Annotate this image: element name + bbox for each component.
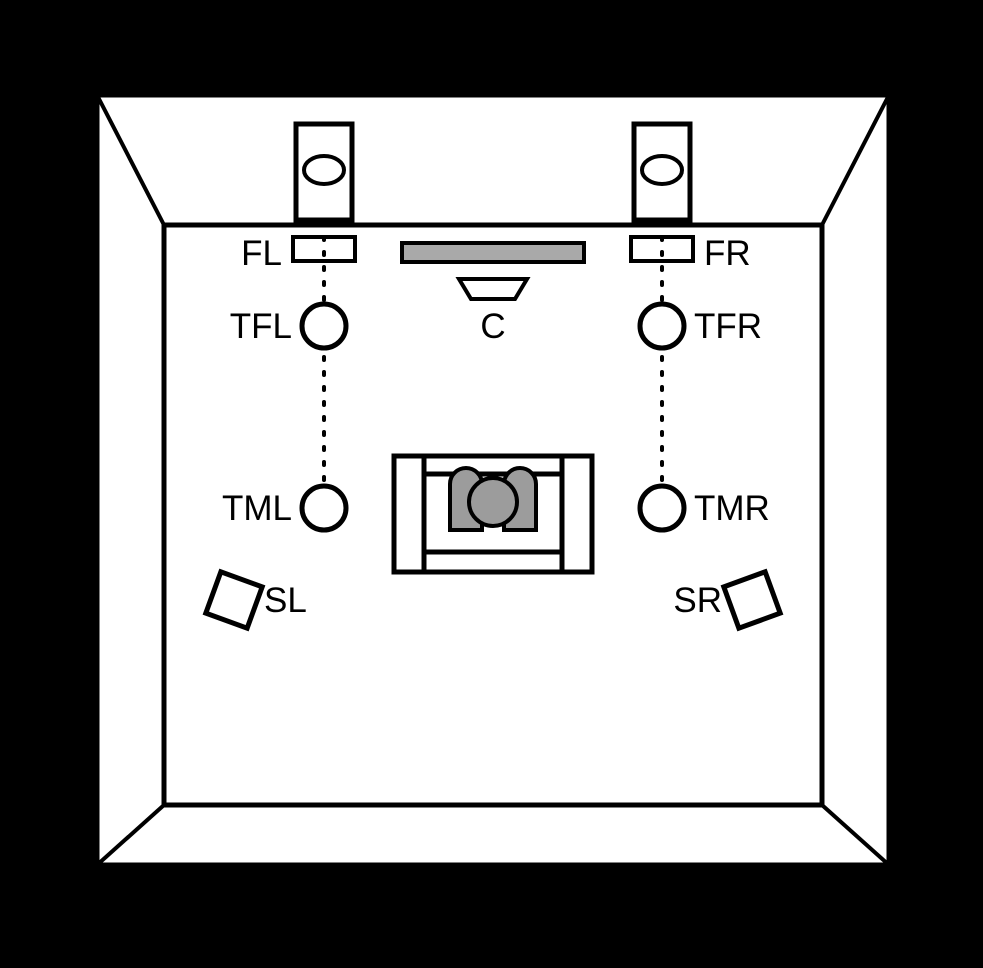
- front-right-speaker-driver: [642, 156, 682, 184]
- label-tml: TML: [222, 489, 292, 528]
- label-fl: FL: [241, 234, 282, 273]
- ceiling-speaker-tfr: [640, 304, 684, 348]
- label-sr: SR: [673, 581, 722, 620]
- label-tfl: TFL: [230, 307, 292, 346]
- label-c: C: [480, 307, 505, 346]
- speaker-layout-diagram: FL FR TFL TFR C TML TMR SL SR: [0, 0, 983, 968]
- label-tfr: TFR: [694, 307, 762, 346]
- front-left-speaker-driver: [304, 156, 344, 184]
- label-sl: SL: [264, 581, 307, 620]
- label-fr: FR: [704, 234, 751, 273]
- ceiling-speaker-tml: [302, 486, 346, 530]
- ceiling-speaker-tfl: [302, 304, 346, 348]
- ceiling-speaker-tmr: [640, 486, 684, 530]
- screen-bar: [402, 243, 584, 262]
- center-speaker: [459, 279, 527, 299]
- label-tmr: TMR: [694, 489, 770, 528]
- listener-head: [469, 478, 517, 526]
